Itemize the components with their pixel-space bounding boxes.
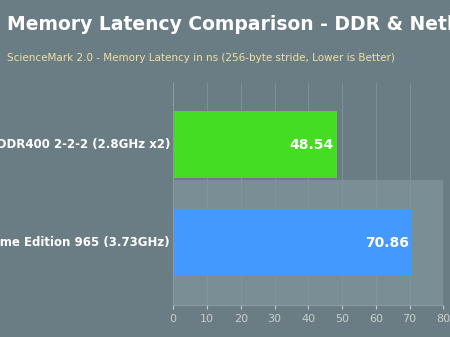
FancyBboxPatch shape	[173, 180, 443, 305]
Text: ScienceMark 2.0 - Memory Latency in ns (256-byte stride, Lower is Better): ScienceMark 2.0 - Memory Latency in ns (…	[7, 53, 395, 63]
Text: 48.54: 48.54	[289, 138, 334, 152]
Bar	[173, 209, 412, 276]
Text: Intel Pentium Extreme Edition 965 (3.73GHz): Intel Pentium Extreme Edition 965 (3.73G…	[0, 236, 170, 249]
Text: Memory Latency Comparison - DDR & Netburst: Memory Latency Comparison - DDR & Netbur…	[7, 15, 450, 34]
Text: 70.86: 70.86	[365, 236, 409, 250]
Text: AMD DDR400 2-2-2 (2.8GHz x2): AMD DDR400 2-2-2 (2.8GHz x2)	[0, 139, 170, 151]
Bar	[173, 112, 337, 178]
